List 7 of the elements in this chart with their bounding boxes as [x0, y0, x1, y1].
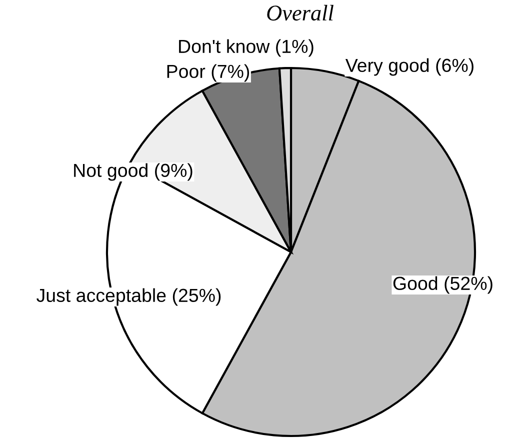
slice-label: Not good (9%)	[74, 163, 192, 181]
slice-label: Very good (6%)	[345, 58, 474, 76]
slice-label: Good (52%)	[393, 276, 492, 294]
slice-label: Don't know (1%)	[179, 39, 314, 57]
slice-label: Poor (7%)	[167, 64, 250, 82]
chart-title: Overall	[267, 4, 334, 21]
slice-label: Just acceptable (25%)	[36, 288, 221, 306]
